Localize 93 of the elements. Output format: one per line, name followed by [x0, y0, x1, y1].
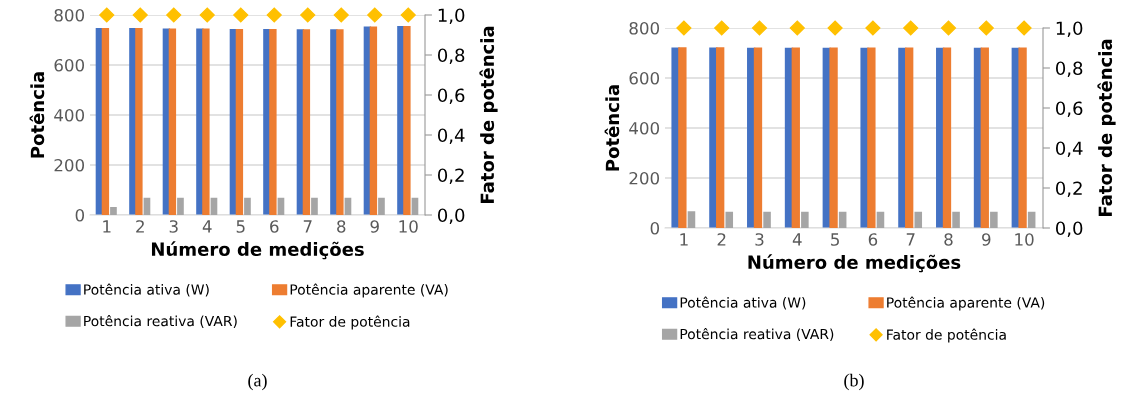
bar: [110, 207, 117, 215]
y-axis-title: Potência: [29, 72, 45, 158]
legend-label: Potência ativa (W): [84, 283, 209, 297]
y2-tick-label: 1,0: [438, 8, 465, 24]
bar: [311, 197, 318, 215]
x-tick-label: 4: [202, 220, 212, 233]
y-tick-label: 400: [54, 108, 85, 122]
x-tick-label: 8: [944, 233, 953, 246]
bar: [791, 47, 800, 228]
legend-label: Potência aparente (VA): [887, 296, 1045, 311]
bar: [168, 28, 177, 215]
text: (b): [844, 373, 864, 391]
x-tick-label: 6: [868, 233, 878, 246]
bar: [952, 211, 960, 228]
bar: [867, 47, 876, 228]
y2-tick-label: 0,8: [438, 48, 465, 64]
legend-label: Fator de potência: [887, 328, 1006, 343]
bar: [942, 47, 952, 228]
legend-label: Potência ativa (W): [680, 296, 806, 310]
y2-tick-label: 0,6: [1056, 101, 1083, 117]
y-tick-label: 200: [54, 158, 85, 172]
y-tick-label: 800: [54, 8, 85, 22]
x-tick-label: 1: [680, 233, 688, 246]
bar: [269, 29, 277, 215]
x-tick-label: 7: [906, 233, 915, 246]
x-axis-title: Número de medições: [151, 241, 364, 260]
bar: [177, 197, 184, 215]
y-tick-label: 200: [629, 171, 660, 185]
bar: [369, 26, 378, 215]
x-tick-label: 2: [136, 220, 144, 233]
y2-axis-title: Fator de potência: [479, 26, 498, 203]
x-tick-label: 1: [103, 220, 111, 233]
y-tick-label: 600: [629, 71, 660, 85]
x-tick-label: 9: [370, 220, 379, 233]
x-tick-label: 10: [399, 220, 418, 233]
y-tick-label: 800: [629, 21, 660, 35]
y2-axis-title: Fator de potência: [1097, 39, 1116, 216]
bar: [980, 47, 989, 228]
bar: [914, 211, 923, 228]
y2-tick-label: 0,0: [1056, 221, 1083, 237]
y-tick-label: 400: [629, 121, 660, 135]
bar: [101, 28, 110, 215]
y2-tick-label: 0,6: [438, 88, 465, 104]
bar: [687, 211, 696, 228]
bar: [202, 28, 210, 215]
y2-tick-label: 0,0: [438, 208, 465, 224]
bar: [838, 211, 847, 228]
bar: [678, 47, 687, 228]
bar: [336, 29, 344, 215]
x-tick-label: 8: [337, 220, 346, 233]
bar: [990, 211, 998, 228]
x-tick-label: 6: [270, 220, 279, 233]
bar: [725, 211, 734, 228]
x-tick-label: 7: [303, 220, 312, 233]
y-tick-label: 600: [54, 58, 85, 72]
legend-label: Fator de potência: [290, 315, 410, 330]
legend-label: Potência aparente (VA): [290, 283, 448, 298]
y-tick-label: 0: [75, 208, 85, 222]
x-tick-label: 2: [717, 233, 726, 246]
y-tick-label: 0: [650, 221, 660, 235]
bar: [403, 26, 411, 215]
y2-tick-label: 0,8: [1056, 61, 1083, 77]
y2-tick-label: 0,2: [438, 168, 464, 184]
bar: [905, 47, 914, 228]
x-axis-title: Número de medições: [748, 254, 961, 273]
y2-tick-label: 0,4: [438, 128, 465, 144]
bar: [235, 29, 244, 215]
x-tick-label: 5: [831, 233, 839, 246]
bar: [876, 211, 885, 228]
legend-label: Potência reativa (VAR): [84, 315, 237, 328]
bar: [135, 28, 143, 215]
bar: [378, 197, 385, 215]
bar: [716, 47, 725, 228]
y2-tick-label: 0,4: [1056, 141, 1083, 157]
x-tick-label: 3: [755, 233, 764, 246]
bar: [1018, 47, 1027, 228]
text: (a): [248, 373, 267, 391]
x-tick-label: 9: [982, 233, 991, 246]
x-tick-label: 10: [1015, 233, 1034, 246]
x-tick-label: 3: [169, 220, 178, 233]
bar: [302, 29, 311, 215]
x-tick-label: 5: [236, 220, 245, 233]
bar: [244, 197, 251, 215]
y2-tick-label: 0,2: [1056, 181, 1082, 197]
bar: [763, 211, 771, 228]
bar: [829, 47, 838, 228]
legend-label: Potência reativa (VAR): [680, 328, 834, 341]
x-tick-label: 4: [792, 233, 802, 246]
bar: [753, 47, 763, 228]
bar: [801, 211, 809, 228]
bar: [1027, 211, 1036, 228]
y2-tick-label: 1,0: [1056, 21, 1083, 37]
y-axis-title: Potência: [604, 85, 620, 171]
